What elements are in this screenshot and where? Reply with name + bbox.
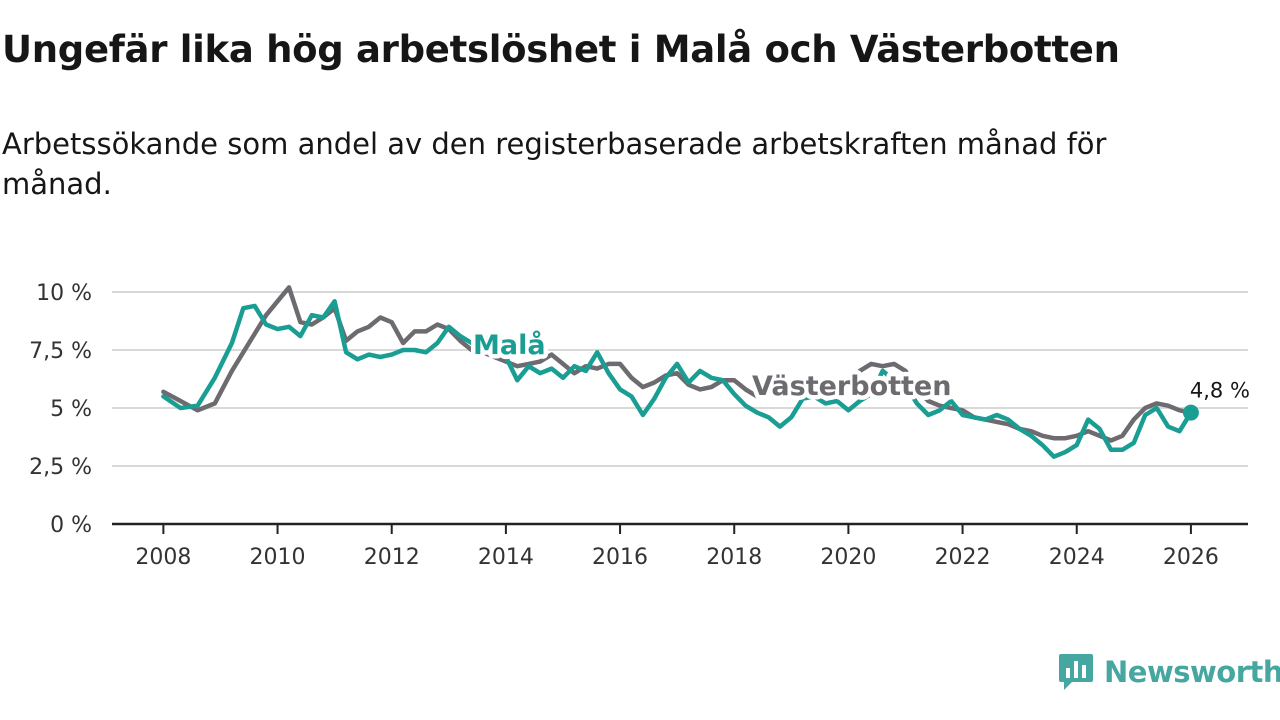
y-axis-ticks: 0 % 2,5 % 5 % 7,5 % 10 %	[29, 281, 92, 538]
series-endpoint-mala	[1182, 404, 1199, 421]
series-labels: Malå Västerbotten 4,8 %	[469, 325, 1250, 407]
newsworthy-logo-icon	[1059, 654, 1093, 690]
x-axis: 2008 2010 2012 2014 2016 2018 2020 2022 2024 2026	[112, 522, 1248, 570]
y-tick-label: 10 %	[36, 281, 92, 306]
series-lines	[161, 285, 1199, 459]
x-tick-label: 2014	[478, 545, 534, 570]
x-tick-label: 2010	[250, 545, 306, 570]
line-chart: 0 % 2,5 % 5 % 7,5 % 10 % 2008 2010 2012 2014 201…	[29, 281, 1250, 570]
newsworthy-logo: Newsworthy	[1058, 652, 1280, 692]
series-label-mala: Malå	[473, 329, 546, 361]
end-value-label: 4,8 %	[1190, 379, 1250, 403]
chart-title: Ungefär lika hög arbetslöshet i Malå och…	[2, 28, 1120, 71]
grid-lines	[112, 291, 1248, 467]
y-tick-label: 0 %	[50, 513, 92, 538]
x-tick-label: 2022	[935, 545, 991, 570]
x-tick-label: 2016	[592, 545, 648, 570]
x-tick-label: 2008	[135, 545, 191, 570]
y-tick-label: 2,5 %	[29, 455, 92, 480]
chart-subtitle: Arbetssökande som andel av den registerb…	[2, 127, 1107, 201]
x-tick-label: 2018	[706, 545, 762, 570]
x-tick-label: 2012	[364, 545, 420, 570]
x-tick-label: 2024	[1049, 545, 1105, 570]
x-tick-label: 2020	[820, 545, 876, 570]
y-tick-label: 7,5 %	[29, 339, 92, 364]
series-line-mala	[161, 299, 1194, 459]
brand-name: Newsworthy	[1104, 655, 1280, 689]
series-label-vasterbotten: Västerbotten	[752, 371, 951, 402]
y-tick-label: 5 %	[50, 397, 92, 422]
x-tick-label: 2026	[1163, 545, 1219, 570]
